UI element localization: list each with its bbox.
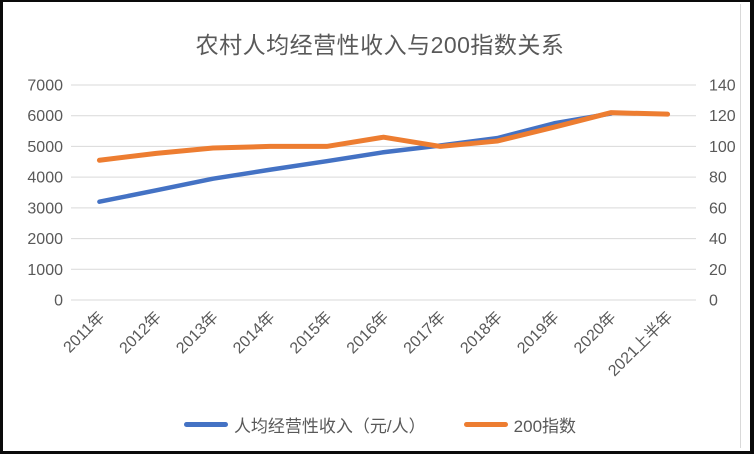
y-axis-left-tick: 1000 [27, 262, 63, 279]
x-axis-tick: 2016年 [343, 308, 392, 357]
legend: 人均经营性收入（元/人） 200指数 [3, 406, 754, 442]
y-axis-left-tick: 4000 [27, 170, 63, 187]
chart-title: 农村人均经营性收入与200指数关系 [195, 32, 565, 58]
y-axis-left-tick: 0 [54, 293, 63, 310]
x-axis-tick: 2020年 [570, 308, 619, 357]
legend-label-income: 人均经营性收入（元/人） [233, 416, 426, 436]
legend-item-income[interactable]: 人均经营性收入（元/人） [183, 412, 426, 437]
y-axis-left-tick: 3000 [27, 200, 63, 217]
income-line-swatch-icon [183, 421, 228, 427]
x-axis-tick: 2014年 [229, 308, 278, 357]
y-axis-right-tick: 140 [709, 78, 736, 95]
x-axis-tick: 2018年 [457, 308, 506, 357]
y-axis-right-tick: 20 [709, 262, 727, 279]
y-axis-right-tick: 0 [709, 293, 718, 310]
income-line-series [97, 111, 614, 204]
x-axis-tick: 2013年 [173, 308, 222, 357]
y-axis-left-tick: 2000 [27, 231, 63, 248]
y-axis-left-tick: 5000 [27, 139, 63, 156]
legend-item-index[interactable]: 200指数 [463, 412, 577, 437]
y-axis-right-tick: 60 [709, 200, 727, 217]
index-line-series [96, 110, 671, 163]
y-axis-right-tick: 120 [709, 108, 736, 125]
plot-area: 7000 6000 5000 4000 3000 2000 1000 0 140 120 100 80… [27, 78, 736, 380]
index-line-swatch-icon [463, 421, 508, 427]
x-axis-tick: 2019年 [514, 308, 563, 357]
x-axis-tick: 2017年 [400, 308, 449, 357]
y-axis-left-tick: 7000 [27, 78, 63, 95]
y-axis-right-tick: 80 [709, 170, 727, 187]
x-axis-tick: 2011年 [60, 308, 108, 356]
chart-frame-divider [740, 4, 741, 448]
x-axis-tick: 2012年 [116, 308, 165, 357]
y-axis-right-tick: 100 [709, 139, 736, 156]
y-axis-left-tick: 6000 [27, 108, 63, 125]
y-axis-right-tick: 40 [709, 231, 727, 248]
legend-label-index: 200指数 [513, 416, 577, 436]
x-axis-tick: 2015年 [286, 308, 335, 357]
